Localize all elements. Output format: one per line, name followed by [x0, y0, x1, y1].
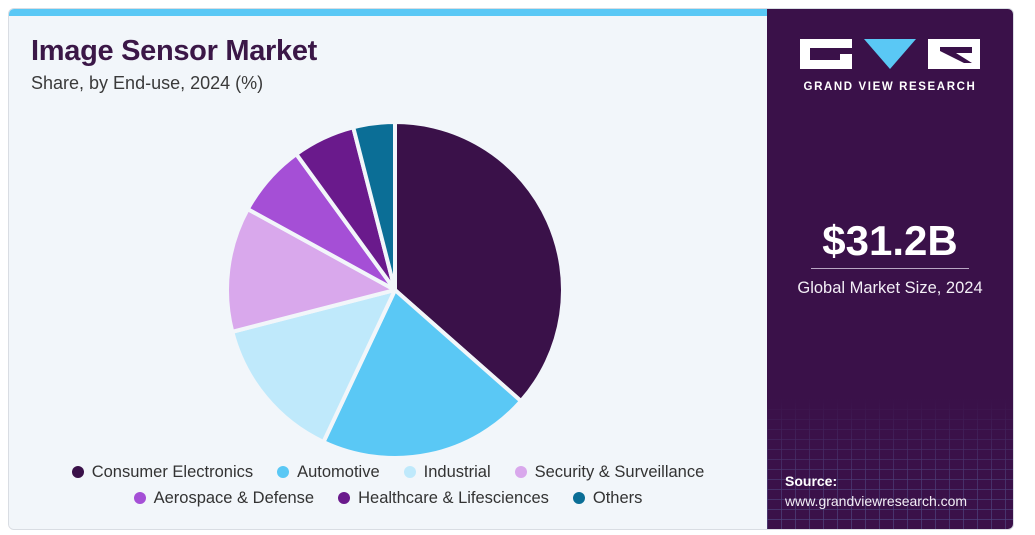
chart-subtitle: Share, by End-use, 2024 (%) — [31, 73, 264, 93]
legend-label: Others — [592, 488, 643, 507]
legend-swatch — [133, 492, 146, 504]
infographic-card: Image Sensor Market Share, by End-use, 2… — [8, 8, 1014, 530]
legend-label: Aerospace & Defense — [153, 488, 315, 507]
legend-label: Industrial — [423, 462, 491, 481]
legend-row: Consumer Electronics Automotive Industrial… — [9, 459, 767, 485]
brand-name: GRAND VIEW RESEARCH — [803, 81, 977, 93]
pie-slice-consumer-electronics — [393, 120, 565, 404]
summary-panel: GRAND VIEW RESEARCH $31.2B Global Market… — [767, 9, 1013, 529]
legend-swatch — [514, 466, 527, 478]
source-url[interactable]: www.grandviewresearch.com — [785, 493, 968, 509]
legend-item: Aerospace & Defense — [133, 488, 315, 508]
legend-swatch — [71, 466, 84, 478]
legend-item: Consumer Electronics — [71, 462, 254, 482]
legend-item: Healthcare & Lifesciences — [338, 489, 549, 508]
pie-slice-industrial — [230, 288, 397, 445]
divider — [811, 268, 969, 269]
brand-logo-icon — [800, 39, 980, 69]
legend-swatch — [338, 492, 351, 504]
chart-title: Image Sensor Market — [31, 35, 318, 67]
market-size-value: $31.2B — [822, 217, 958, 264]
legend-label: Security & Surveillance — [534, 462, 705, 481]
legend-label: Consumer Electronics — [91, 462, 254, 481]
legend-swatch — [572, 492, 585, 504]
source-label: Source: — [785, 473, 838, 489]
pie-chart — [225, 120, 565, 459]
legend-label: Healthcare & Lifesciences — [358, 488, 549, 507]
legend-item: Automotive — [277, 463, 380, 482]
legend-item: Security & Surveillance — [514, 462, 705, 482]
legend-swatch — [403, 466, 416, 478]
legend-item: Others — [572, 488, 643, 508]
legend-swatch — [277, 466, 290, 478]
pie-slice-automotive — [321, 288, 524, 459]
legend-item: Industrial — [403, 462, 491, 482]
pie-slice-security-surveillance — [225, 207, 397, 334]
accent-bar — [9, 9, 767, 16]
market-size-caption: Global Market Size, 2024 — [797, 279, 983, 297]
pie-slice-others — [351, 120, 397, 292]
chart-panel: Image Sensor Market Share, by End-use, 2… — [9, 9, 767, 529]
chart-legend: Consumer Electronics Automotive Industrial… — [9, 459, 767, 511]
legend-row: Aerospace & Defense Healthcare & Lifescie… — [9, 485, 767, 511]
legend-label: Automotive — [297, 462, 380, 481]
